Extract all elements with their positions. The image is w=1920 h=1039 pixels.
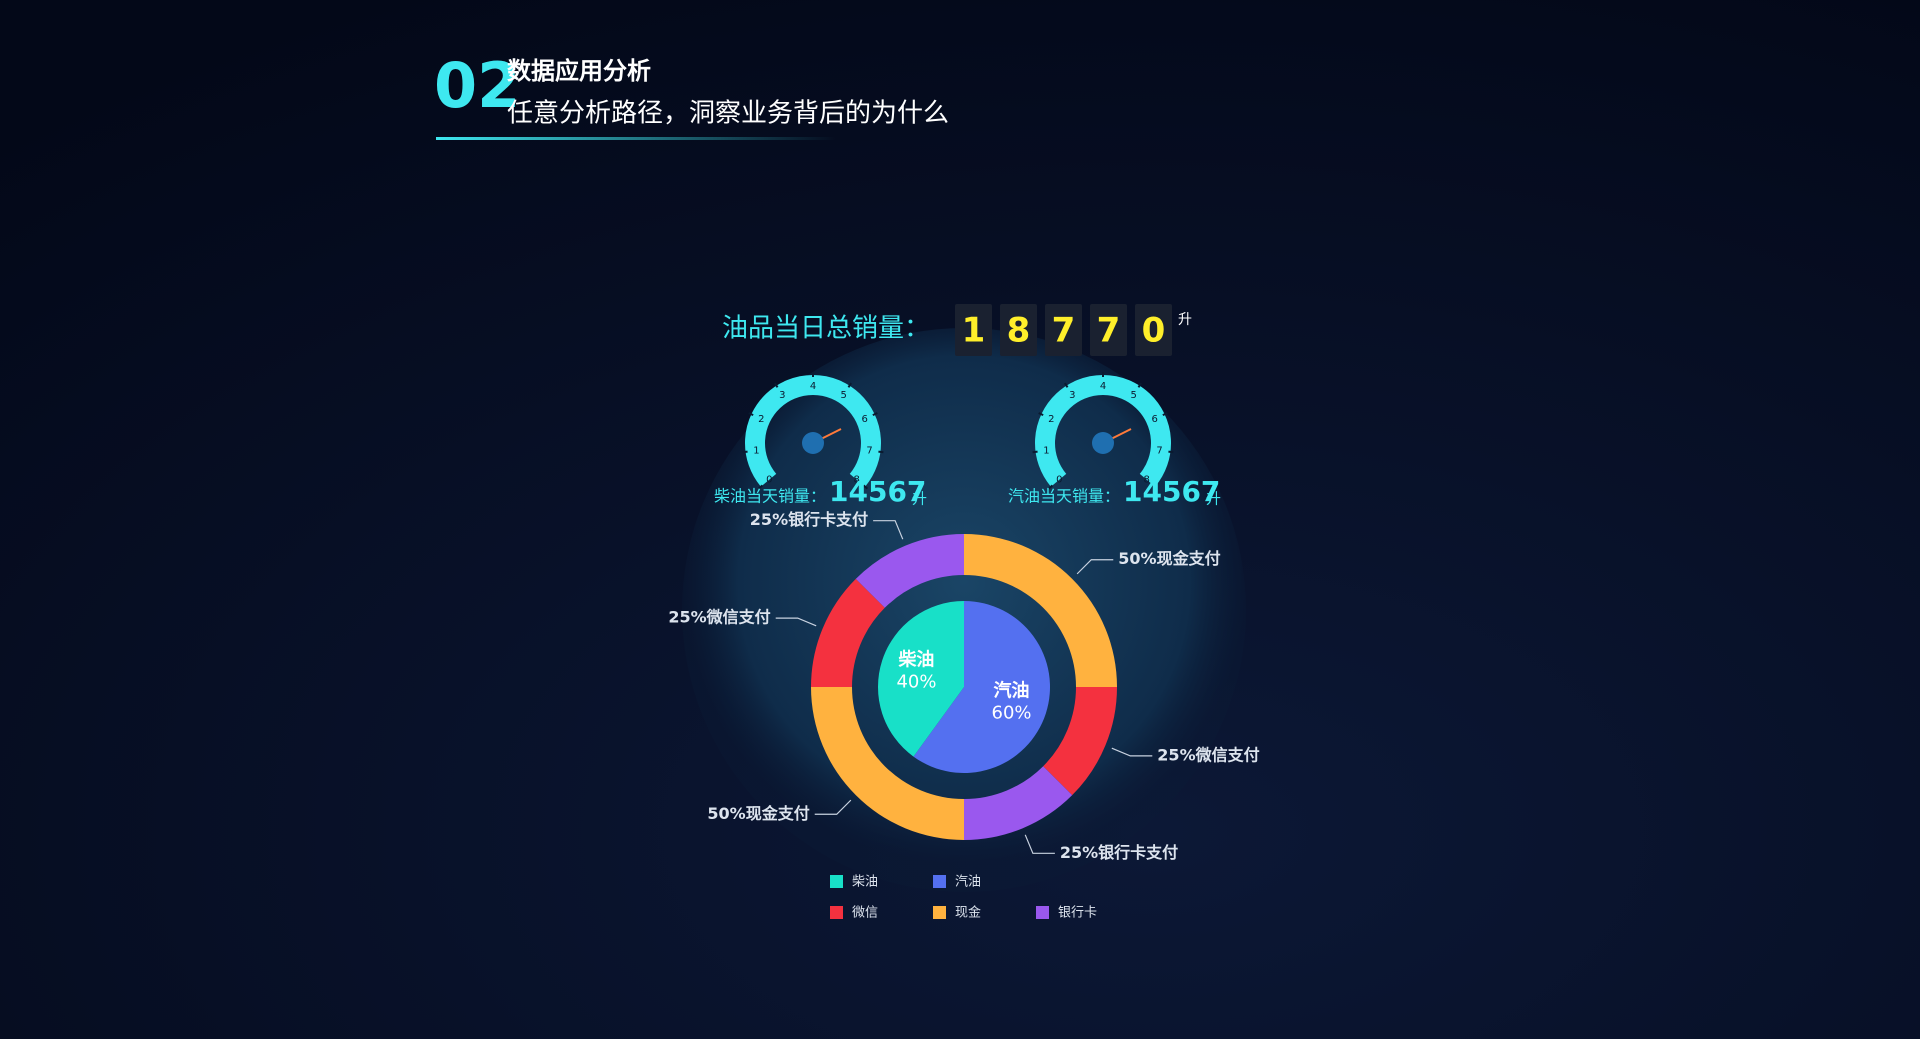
legend-swatch bbox=[933, 906, 946, 919]
gauge-tick-label: 4 bbox=[1100, 381, 1106, 392]
segment-label: 25%银行卡支付 bbox=[750, 510, 868, 529]
gauge-tick bbox=[1152, 484, 1159, 490]
underline bbox=[436, 137, 836, 140]
gauge-value: 14567 bbox=[1123, 475, 1220, 508]
gauge-tick-label: 1 bbox=[753, 445, 759, 456]
legend-swatch bbox=[830, 875, 843, 888]
gauge-hub bbox=[802, 432, 824, 454]
legend-label: 汽油 bbox=[955, 875, 981, 890]
gauge-tick bbox=[862, 484, 869, 490]
gauge-unit: 升 bbox=[1206, 490, 1221, 508]
legend-label: 银行卡 bbox=[1058, 906, 1097, 921]
gauge-tick-label: 7 bbox=[866, 445, 872, 456]
section-number: 02 bbox=[434, 49, 520, 122]
digit-box bbox=[955, 304, 992, 356]
gauge-unit: 升 bbox=[912, 490, 927, 508]
segment-label: 25%微信支付 bbox=[1157, 745, 1259, 764]
gauge-tick-label: 5 bbox=[1130, 390, 1136, 401]
gauge-tick-label: 1 bbox=[1043, 445, 1049, 456]
outer-segment bbox=[811, 687, 964, 840]
gauge-tick-label: 0 bbox=[766, 475, 772, 486]
segment-label: 50%现金支付 bbox=[707, 804, 809, 823]
gauge-label: 汽油当天销量： bbox=[1008, 487, 1120, 506]
gauge-tick-label: 7 bbox=[1156, 445, 1162, 456]
gauge-value: 14567 bbox=[829, 475, 926, 508]
gauge-label: 柴油当天销量： bbox=[714, 487, 826, 506]
gauge-tick bbox=[847, 382, 852, 388]
digit: 8 bbox=[1007, 311, 1031, 351]
legend-label: 柴油 bbox=[852, 875, 878, 890]
inner-value-label: 60% bbox=[992, 702, 1032, 723]
gauge-tick-label: 6 bbox=[861, 414, 867, 425]
leader-line bbox=[814, 799, 852, 815]
digit-box bbox=[1135, 304, 1172, 356]
gauge-tick-label: 6 bbox=[1151, 414, 1157, 425]
leader-line bbox=[1076, 559, 1114, 575]
segment-label: 25%银行卡支付 bbox=[1060, 843, 1178, 862]
leader-line bbox=[1111, 747, 1153, 757]
leader-line bbox=[873, 520, 904, 540]
gauge-arc bbox=[745, 375, 881, 487]
gauge-tick bbox=[1064, 382, 1069, 388]
digit-box bbox=[1090, 304, 1127, 356]
outer-segment bbox=[964, 766, 1073, 840]
gauge-tick-label: 8 bbox=[853, 475, 859, 486]
digit-box bbox=[1045, 304, 1082, 356]
outer-segment bbox=[1043, 687, 1117, 796]
inner-category: 柴油 bbox=[897, 649, 934, 671]
digit: 1 bbox=[962, 311, 986, 351]
legend-swatch bbox=[933, 875, 946, 888]
gauge-tick bbox=[1162, 412, 1168, 417]
gauge-tick-label: 2 bbox=[758, 414, 764, 425]
total-label: 油品当日总销量： bbox=[722, 314, 930, 344]
gauge-tick bbox=[872, 412, 878, 417]
digit: 0 bbox=[1142, 311, 1166, 351]
digit-box bbox=[1000, 304, 1037, 356]
gauge-tick-label: 3 bbox=[1069, 390, 1075, 401]
digit: 7 bbox=[1052, 311, 1076, 351]
inner-sector bbox=[913, 601, 1050, 773]
gauge-tick bbox=[1038, 412, 1044, 417]
total-unit: 升 bbox=[1178, 312, 1192, 328]
inner-sector bbox=[877, 601, 964, 757]
gauge-tick-label: 3 bbox=[779, 390, 785, 401]
gauge-tick-label: 4 bbox=[810, 381, 816, 392]
legend-swatch bbox=[830, 906, 843, 919]
outer-segment bbox=[964, 534, 1117, 687]
gauge-arc bbox=[1035, 375, 1171, 487]
leader-line bbox=[1024, 834, 1055, 854]
gauge-tick bbox=[1047, 484, 1054, 490]
gauge-tick bbox=[774, 382, 779, 388]
gauge-tick-label: 0 bbox=[1056, 475, 1062, 486]
gauge-tick bbox=[1168, 450, 1174, 454]
digit: 7 bbox=[1097, 311, 1121, 351]
outer-segment bbox=[855, 534, 964, 608]
segment-label: 50%现金支付 bbox=[1118, 549, 1220, 568]
legend-swatch bbox=[1036, 906, 1049, 919]
gauge-tick-label: 2 bbox=[1048, 414, 1054, 425]
inner-category: 汽油 bbox=[994, 679, 1030, 701]
legend-label: 现金 bbox=[955, 905, 981, 921]
leader-line bbox=[775, 617, 817, 627]
gauge-tick-label: 5 bbox=[840, 390, 846, 401]
gauge-tick bbox=[742, 450, 748, 454]
gauge-tick bbox=[1032, 450, 1038, 454]
inner-value-label: 40% bbox=[896, 672, 936, 693]
gauge-tick bbox=[878, 450, 884, 454]
gauge-tick bbox=[1137, 382, 1142, 388]
section-title: 数据应用分析 bbox=[507, 57, 651, 85]
gauge-tick-label: 8 bbox=[1143, 475, 1149, 486]
legend-label: 微信 bbox=[852, 906, 878, 921]
outer-segment bbox=[811, 578, 885, 687]
segment-label: 25%微信支付 bbox=[668, 608, 770, 627]
gauge-tick bbox=[757, 484, 764, 490]
gauge-tick bbox=[748, 412, 754, 417]
section-subtitle: 任意分析路径，洞察业务背后的为什么 bbox=[507, 99, 949, 129]
gauge-hub bbox=[1092, 432, 1114, 454]
